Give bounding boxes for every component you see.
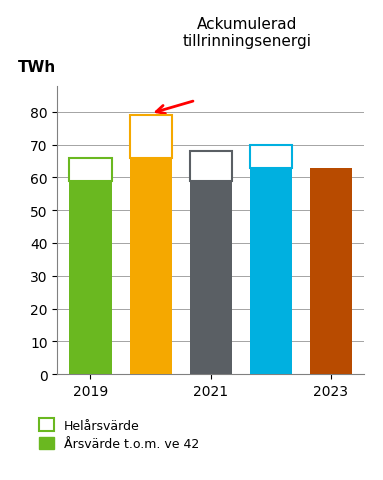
Text: Ackumulerad
tillrinningsenergi: Ackumulerad tillrinningsenergi	[183, 17, 312, 49]
Bar	[129, 116, 172, 158]
Bar	[310, 168, 352, 374]
Bar	[190, 152, 232, 181]
Bar	[69, 181, 111, 374]
Legend: Helårsvärde, Årsvärde t.o.m. ve 42: Helårsvärde, Årsvärde t.o.m. ve 42	[39, 418, 200, 450]
Bar	[250, 168, 292, 374]
Bar	[129, 158, 172, 374]
Text: TWh: TWh	[18, 60, 56, 75]
Bar	[250, 145, 292, 168]
Bar	[190, 181, 232, 374]
Bar	[69, 158, 111, 181]
